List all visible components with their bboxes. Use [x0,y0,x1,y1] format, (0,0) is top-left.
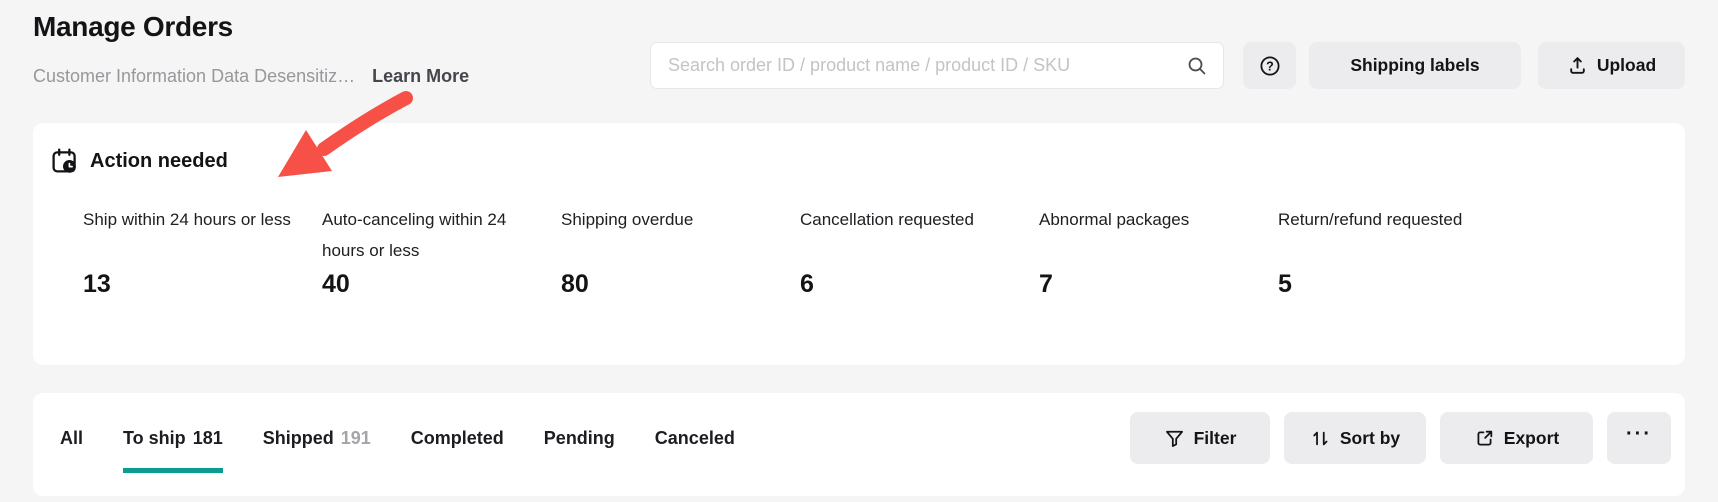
sort-arrows-icon [1310,428,1331,449]
stat-label: Return/refund requested [1278,210,1463,229]
question-circle-icon: ? [1259,55,1280,76]
stat-value: 7 [1039,270,1053,298]
svg-text:?: ? [1266,59,1274,73]
stat-shipping-overdue[interactable]: Shipping overdue 80 [561,204,800,299]
tab-all[interactable]: All [60,427,83,473]
stat-ship-within-24h[interactable]: Ship within 24 hours or less 13 [83,204,322,299]
order-search[interactable] [650,42,1224,89]
upload-label: Upload [1596,55,1657,75]
export-button[interactable]: Export [1440,412,1593,464]
tab-count: 181 [192,428,223,448]
stat-abnormal-packages[interactable]: Abnormal packages 7 [1039,204,1278,299]
orders-toolbar: Filter Sort by Export ··· [1130,412,1671,464]
action-needed-header: Action needed [50,147,228,176]
tab-label: To ship [123,428,186,448]
export-label: Export [1503,427,1560,448]
tab-label: Canceled [654,428,735,448]
tab-canceled[interactable]: Canceled [655,427,735,473]
tab-count: 191 [340,428,371,448]
stat-label: Abnormal packages [1039,210,1190,229]
more-actions-button[interactable]: ··· [1607,412,1671,464]
action-needed-title: Action needed [90,150,228,172]
upload-icon [1567,55,1588,76]
action-needed-card: Action needed Ship within 24 hours or le… [33,123,1685,365]
order-status-tabs: All To ship 181 Shipped 191 Completed Pe… [60,427,735,473]
shipping-labels-button[interactable]: Shipping labels [1309,42,1521,89]
stat-value: 6 [800,270,814,298]
stat-auto-canceling[interactable]: Auto-canceling within 24 hours or less 4… [322,204,561,299]
tab-label: Pending [543,428,615,448]
stat-label: Auto-canceling within 24 hours or less [322,210,507,260]
action-needed-stats: Ship within 24 hours or less 13 Auto-can… [83,204,1517,299]
calendar-clock-icon [50,147,79,176]
learn-more-link[interactable]: Learn More [372,66,470,86]
subtitle-row: Customer Information Data Desensitiz… Le… [33,66,469,87]
search-input[interactable] [668,55,1096,76]
stat-cancellation-requested[interactable]: Cancellation requested 6 [800,204,1039,299]
stat-return-refund[interactable]: Return/refund requested 5 [1278,204,1517,299]
sort-by-button[interactable]: Sort by [1284,412,1426,464]
stat-label: Cancellation requested [800,210,974,229]
stat-value: 5 [1278,270,1292,298]
filter-button[interactable]: Filter [1130,412,1270,464]
tab-label: All [60,428,84,448]
tab-completed[interactable]: Completed [411,427,504,473]
help-button[interactable]: ? [1243,42,1296,89]
page-title: Manage Orders [33,11,233,42]
stat-label: Ship within 24 hours or less [83,210,291,229]
desensitization-notice: Customer Information Data Desensitiz… [33,66,356,86]
funnel-icon [1164,428,1185,449]
tab-label: Shipped [262,428,334,448]
tab-shipped[interactable]: Shipped 191 [263,427,371,473]
stat-value: 40 [322,270,350,298]
filter-label: Filter [1193,427,1237,448]
shipping-labels-label: Shipping labels [1350,55,1480,75]
orders-card: All To ship 181 Shipped 191 Completed Pe… [33,393,1685,496]
ellipsis-icon: ··· [1626,422,1652,445]
stat-value: 13 [83,270,111,298]
search-icon[interactable] [1186,55,1208,77]
stat-value: 80 [561,270,589,298]
tab-to-ship[interactable]: To ship 181 [123,427,223,473]
stat-label: Shipping overdue [561,210,694,229]
sort-by-label: Sort by [1339,427,1401,448]
upload-button[interactable]: Upload [1538,42,1685,89]
export-icon [1474,428,1495,449]
tab-label: Completed [410,428,504,448]
tab-pending[interactable]: Pending [544,427,615,473]
